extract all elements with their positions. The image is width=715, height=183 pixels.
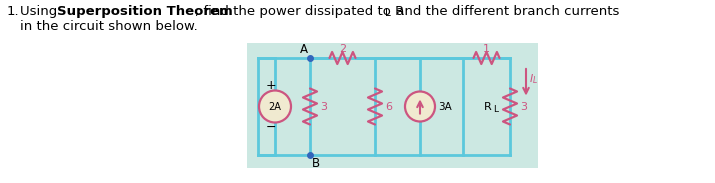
Text: 2: 2 xyxy=(339,44,346,54)
Text: 3: 3 xyxy=(520,102,527,111)
Text: Using: Using xyxy=(20,5,61,18)
Text: A: A xyxy=(300,43,308,56)
Text: R: R xyxy=(484,102,492,111)
Text: 1: 1 xyxy=(483,44,490,54)
Text: $I_L$: $I_L$ xyxy=(529,72,538,86)
Text: Superposition Theorem: Superposition Theorem xyxy=(57,5,233,18)
Circle shape xyxy=(259,91,291,122)
Bar xyxy=(247,43,538,168)
Text: 3A: 3A xyxy=(438,102,452,111)
Text: 6: 6 xyxy=(385,102,392,111)
Text: 3: 3 xyxy=(320,102,327,111)
Text: L: L xyxy=(385,8,391,18)
Text: −: − xyxy=(266,121,276,134)
Text: B: B xyxy=(312,157,320,170)
Text: in the circuit shown below.: in the circuit shown below. xyxy=(20,20,198,33)
Text: 2A: 2A xyxy=(269,102,282,111)
Text: and the different branch currents: and the different branch currents xyxy=(392,5,619,18)
Text: +: + xyxy=(266,79,276,92)
Circle shape xyxy=(405,92,435,122)
Text: L: L xyxy=(493,105,498,114)
Text: , find the power dissipated to R: , find the power dissipated to R xyxy=(195,5,404,18)
Text: 1.: 1. xyxy=(7,5,19,18)
